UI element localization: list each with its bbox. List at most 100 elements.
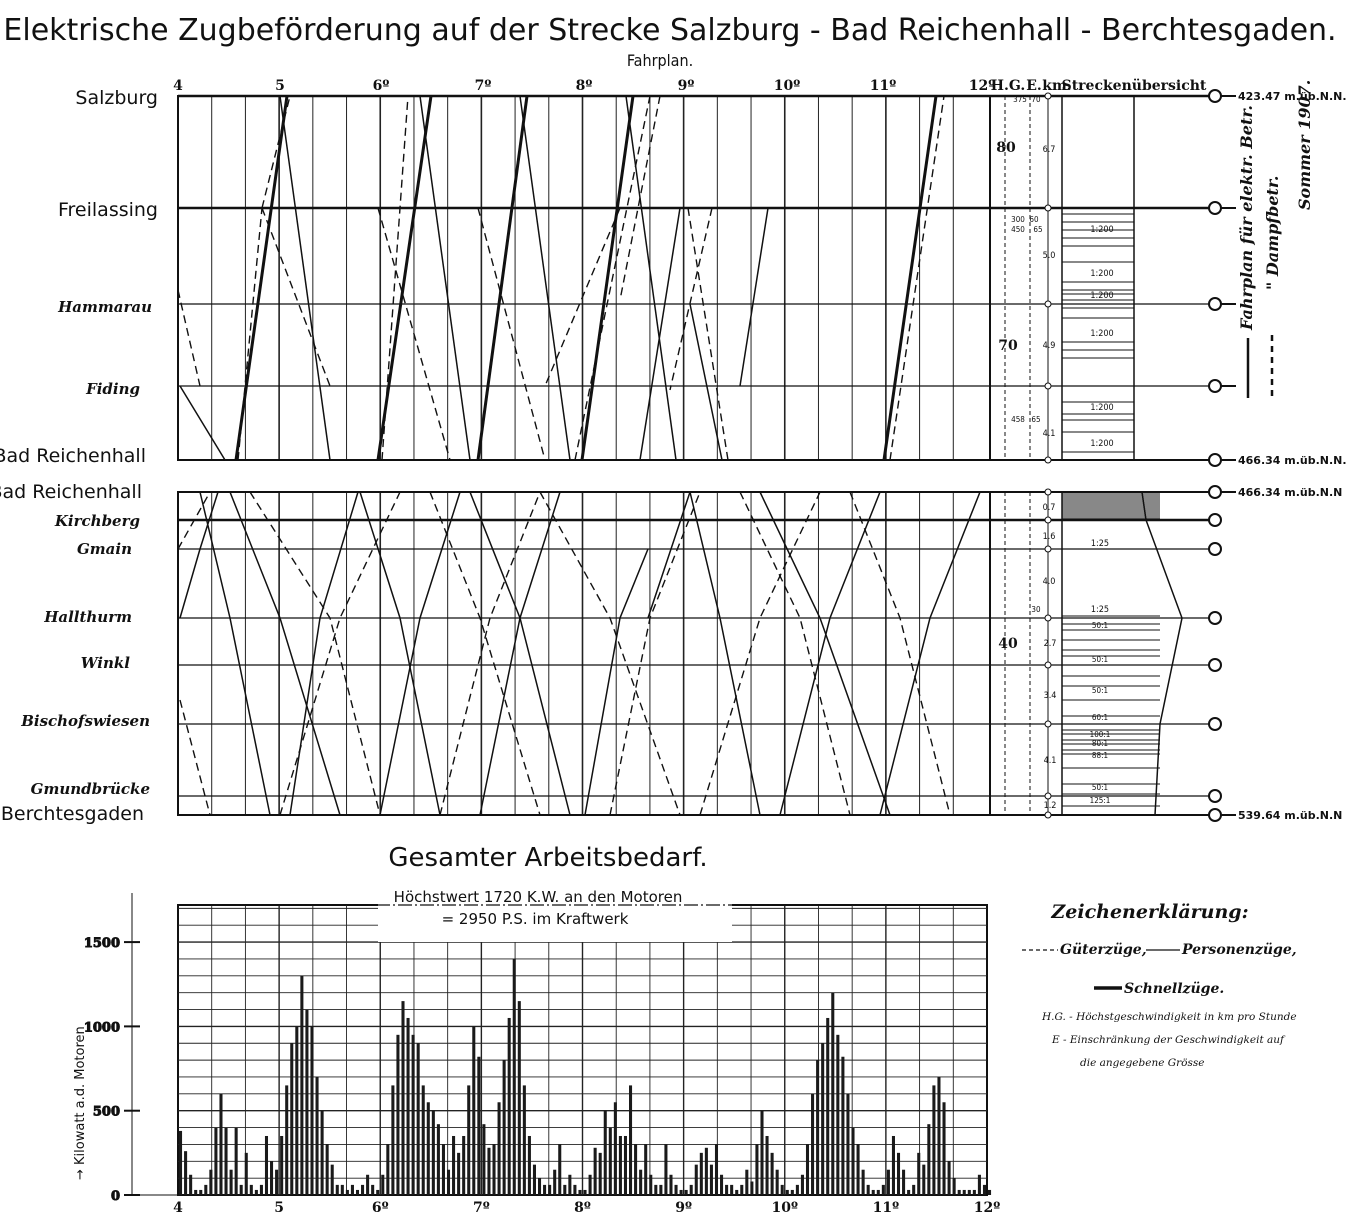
power-bar (249, 1184, 253, 1195)
chart-yaxis: 0 500 1000 1500 (83, 893, 178, 1205)
y-tick-label: 1500 (84, 936, 120, 951)
power-bar (608, 1127, 612, 1195)
train-paths (179, 95, 938, 461)
station-gmain: Gmain (77, 540, 132, 558)
power-bar (234, 1127, 238, 1195)
e-value: 70 (1031, 95, 1041, 104)
marker-lines-2 (1221, 491, 1236, 816)
power-bar (462, 1135, 466, 1195)
power-bar (957, 1189, 961, 1195)
power-bar (224, 1127, 228, 1195)
power-bar (406, 1017, 410, 1195)
e-value: 375 (1013, 95, 1027, 104)
power-bar (184, 1151, 188, 1195)
station-lines (178, 491, 1215, 816)
power-bar (290, 1043, 294, 1195)
power-bar (209, 1169, 213, 1195)
km-circles-2 (1044, 488, 1052, 819)
power-bar (553, 1169, 557, 1195)
power-bar (452, 1135, 456, 1195)
marker-lines-1 (1221, 95, 1236, 461)
power-bar (411, 1034, 415, 1195)
x-tick-label: 5 (274, 1200, 284, 1216)
power-bar (199, 1189, 203, 1195)
power-bar (335, 1184, 339, 1195)
power-bar (740, 1184, 744, 1195)
power-bar (952, 1178, 956, 1195)
power-bar (355, 1189, 360, 1195)
power-bar (967, 1189, 971, 1195)
peak-note-2: = 2950 P.S. im Kraftwerk (442, 910, 629, 928)
km-value: 5.0 (1043, 251, 1056, 261)
power-bar (988, 1189, 992, 1195)
legend-passenger: Personenzüge, (1181, 942, 1297, 958)
power-bar (497, 1102, 501, 1195)
power-bar (244, 1152, 248, 1195)
gradient-label: 1:200 (1090, 403, 1113, 413)
gradient-label: 50:1 (1092, 783, 1108, 792)
profile-lines-2 (1062, 493, 1160, 807)
power-bar (881, 1184, 885, 1195)
x-tick-label: 4 (173, 1200, 183, 1216)
power-bar (679, 1189, 683, 1195)
power-bar (578, 1189, 582, 1195)
e-value: 450 (1011, 225, 1025, 234)
note-steam: " Dampfbetr. (1263, 176, 1282, 290)
gradient-label: 88:1 (1092, 751, 1108, 760)
power-bar (603, 1110, 607, 1195)
power-bar (856, 1144, 860, 1195)
elevation-reichenhall-1: 466.34 m.üb.N.N. (1238, 454, 1347, 467)
hour-11: 11º (870, 78, 896, 94)
power-bar (689, 1184, 693, 1195)
hg-km-values-2: 40 30 0.7 1.6 4.0 2.7 3.4 4.1 1.2 (998, 503, 1056, 811)
note-summer: Sommer 1907. (1295, 80, 1314, 210)
power-bar (527, 1135, 531, 1195)
hg-80: 80 (996, 140, 1016, 156)
legend-freight: Güterzüge, (1060, 942, 1147, 958)
power-bar (416, 1043, 420, 1195)
gradient-label: 1:200 (1090, 269, 1113, 279)
header-hg: H.G. (991, 78, 1025, 94)
station-bischofswiesen: Bischofswiesen (20, 712, 150, 730)
station-hallthurm: Hallthurm (43, 608, 132, 626)
grid-verticals (211, 492, 954, 815)
x-tick-label: 9º (675, 1200, 692, 1216)
markers-1 (1208, 89, 1222, 467)
power-bar (891, 1135, 895, 1195)
power-bar (194, 1189, 198, 1195)
e-value: 300 (1011, 215, 1025, 224)
power-bar (750, 1181, 754, 1195)
power-bar (720, 1174, 724, 1195)
power-bar (330, 1164, 334, 1195)
power-bar (532, 1164, 536, 1195)
chart-title: Gesamter Arbeitsbedarf. (388, 843, 707, 873)
power-bar (694, 1164, 698, 1195)
power-bar (446, 1169, 451, 1195)
legend-title: Zeichenerklärung: (1050, 901, 1248, 923)
legend-note-hg: H.G. - Höchstgeschwindigkeit in km pro S… (1041, 1011, 1297, 1023)
gradient-label: 50:1 (1092, 655, 1108, 664)
km-value: 4.9 (1043, 341, 1056, 351)
power-bar (517, 1001, 521, 1195)
power-bar (598, 1152, 602, 1195)
stations-section-2: Bad Reichenhall Kirchberg Gmain Hallthur… (0, 481, 150, 825)
power-bar (831, 992, 835, 1195)
peak-note-1: Höchstwert 1720 K.W. an den Motoren (394, 888, 683, 906)
gradient-label: 1:25 (1091, 605, 1109, 615)
vertical-note: Fahrplan für elektr. Betr. " Dampfbetr. … (1237, 80, 1314, 398)
power-bar (507, 1017, 511, 1195)
power-bar (982, 1184, 986, 1195)
hour-10: 10º (774, 78, 800, 94)
x-tick-label: 12º (974, 1200, 1000, 1216)
power-bar (189, 1174, 193, 1195)
km-value: 6.7 (1043, 145, 1056, 155)
power-bar (421, 1085, 425, 1195)
power-bar (674, 1184, 678, 1195)
power-bar (659, 1184, 663, 1195)
gradients-2: 1:25 1:25 50:1 50:1 50:1 60:1 100:1 80:1… (1090, 539, 1111, 805)
power-bar (811, 1093, 815, 1195)
power-bar (947, 1161, 951, 1195)
power-bar (436, 1124, 440, 1195)
x-tick-label: 11º (873, 1200, 899, 1216)
power-bar (568, 1174, 572, 1195)
